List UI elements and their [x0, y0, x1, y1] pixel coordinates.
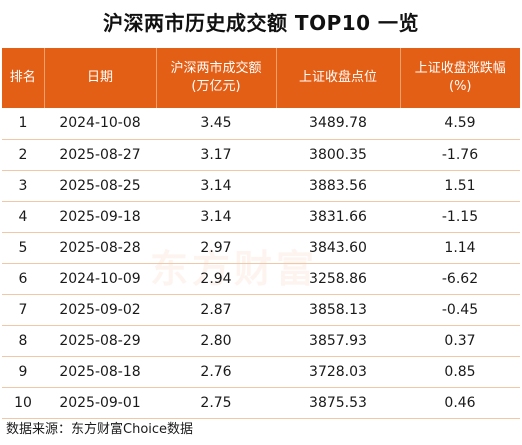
header-volume: 沪深两市成交额 (万亿元): [155, 48, 276, 108]
cell-change: -1.76: [400, 139, 520, 171]
cell-date: 2025-09-01: [44, 387, 156, 419]
cell-close: 3800.35: [276, 139, 400, 171]
table-row: 2 2025-08-27 3.17 3800.35 -1.76: [2, 139, 520, 171]
cell-volume: 2.94: [156, 263, 276, 295]
cell-rank: 9: [2, 356, 44, 388]
header-rank-label: 排名: [9, 70, 36, 85]
cell-rank: 7: [2, 294, 44, 326]
cell-date: 2025-09-18: [44, 201, 156, 233]
header-volume-label: 沪深两市成交额: [170, 61, 262, 76]
table-row: 8 2025-08-29 2.80 3857.93 0.37: [2, 325, 520, 357]
cell-rank: 10: [2, 387, 44, 419]
header-rank: 排名: [2, 48, 44, 108]
cell-date: 2025-09-02: [44, 294, 156, 326]
cell-rank: 2: [2, 139, 44, 171]
header-change: 上证收盘涨跌幅 (%): [399, 48, 520, 108]
cell-volume: 2.75: [156, 387, 276, 419]
cell-date: 2024-10-09: [44, 263, 156, 295]
cell-date: 2025-08-28: [44, 232, 156, 264]
cell-date: 2025-08-18: [44, 356, 156, 388]
cell-close: 3883.56: [276, 170, 400, 202]
cell-change: 0.85: [400, 356, 520, 388]
header-change-unit: (%): [449, 79, 472, 94]
cell-volume: 2.76: [156, 356, 276, 388]
cell-change: -0.45: [400, 294, 520, 326]
cell-rank: 5: [2, 232, 44, 264]
cell-change: 4.59: [400, 108, 520, 140]
cell-rank: 3: [2, 170, 44, 202]
cell-change: -1.15: [400, 201, 520, 233]
table-row: 9 2025-08-18 2.76 3728.03 0.85: [2, 356, 520, 388]
cell-close: 3843.60: [276, 232, 400, 264]
cell-volume: 3.14: [156, 170, 276, 202]
cell-change: 1.51: [400, 170, 520, 202]
cell-rank: 4: [2, 201, 44, 233]
cell-close: 3831.66: [276, 201, 400, 233]
cell-volume: 3.14: [156, 201, 276, 233]
cell-rank: 6: [2, 263, 44, 295]
table-row: 1 2024-10-08 3.45 3489.78 4.59: [2, 108, 520, 140]
table-body: 1 2024-10-08 3.45 3489.78 4.59 2 2025-08-27 3.1…: [2, 108, 520, 419]
cell-volume: 3.45: [156, 108, 276, 140]
header-close: 上证收盘点位: [275, 48, 400, 108]
cell-volume: 2.87: [156, 294, 276, 326]
cell-change: 0.46: [400, 387, 520, 419]
table-row: 5 2025-08-28 2.97 3843.60 1.14: [2, 232, 520, 264]
cell-change: -6.62: [400, 263, 520, 295]
table-header-row: 排名 日期 沪深两市成交额 (万亿元) 上证收盘点位 上证收盘涨跌幅 (%): [2, 48, 520, 108]
cell-close: 3858.13: [276, 294, 400, 326]
cell-volume: 3.17: [156, 139, 276, 171]
cell-volume: 2.80: [156, 325, 276, 357]
cell-rank: 1: [2, 108, 44, 140]
cell-close: 3728.03: [276, 356, 400, 388]
header-volume-unit: (万亿元): [191, 79, 241, 94]
cell-change: 0.37: [400, 325, 520, 357]
table-row: 10 2025-09-01 2.75 3875.53 0.46: [2, 387, 520, 419]
table-row: 3 2025-08-25 3.14 3883.56 1.51: [2, 170, 520, 202]
source-note: 数据来源：东方财富Choice数据: [6, 422, 194, 437]
cell-close: 3875.53: [276, 387, 400, 419]
header-date-label: 日期: [86, 70, 113, 85]
header-date: 日期: [43, 48, 156, 108]
cell-rank: 8: [2, 325, 44, 357]
header-change-label: 上证收盘涨跌幅: [414, 61, 506, 76]
figure-title: 沪深两市历史成交额 TOP10 一览: [102, 11, 420, 35]
table-row: 6 2024-10-09 2.94 3258.86 -6.62: [2, 263, 520, 295]
cell-close: 3857.93: [276, 325, 400, 357]
cell-close: 3258.86: [276, 263, 400, 295]
table-row: 7 2025-09-02 2.87 3858.13 -0.45: [2, 294, 520, 326]
cell-change: 1.14: [400, 232, 520, 264]
ranking-table: 排名 日期 沪深两市成交额 (万亿元) 上证收盘点位 上证收盘涨跌幅 (%) 1…: [2, 48, 520, 419]
cell-date: 2025-08-25: [44, 170, 156, 202]
header-close-label: 上证收盘点位: [298, 70, 377, 85]
cell-date: 2024-10-08: [44, 108, 156, 140]
cell-date: 2025-08-27: [44, 139, 156, 171]
cell-date: 2025-08-29: [44, 325, 156, 357]
table-row: 4 2025-09-18 3.14 3831.66 -1.15: [2, 201, 520, 233]
cell-close: 3489.78: [276, 108, 400, 140]
cell-volume: 2.97: [156, 232, 276, 264]
